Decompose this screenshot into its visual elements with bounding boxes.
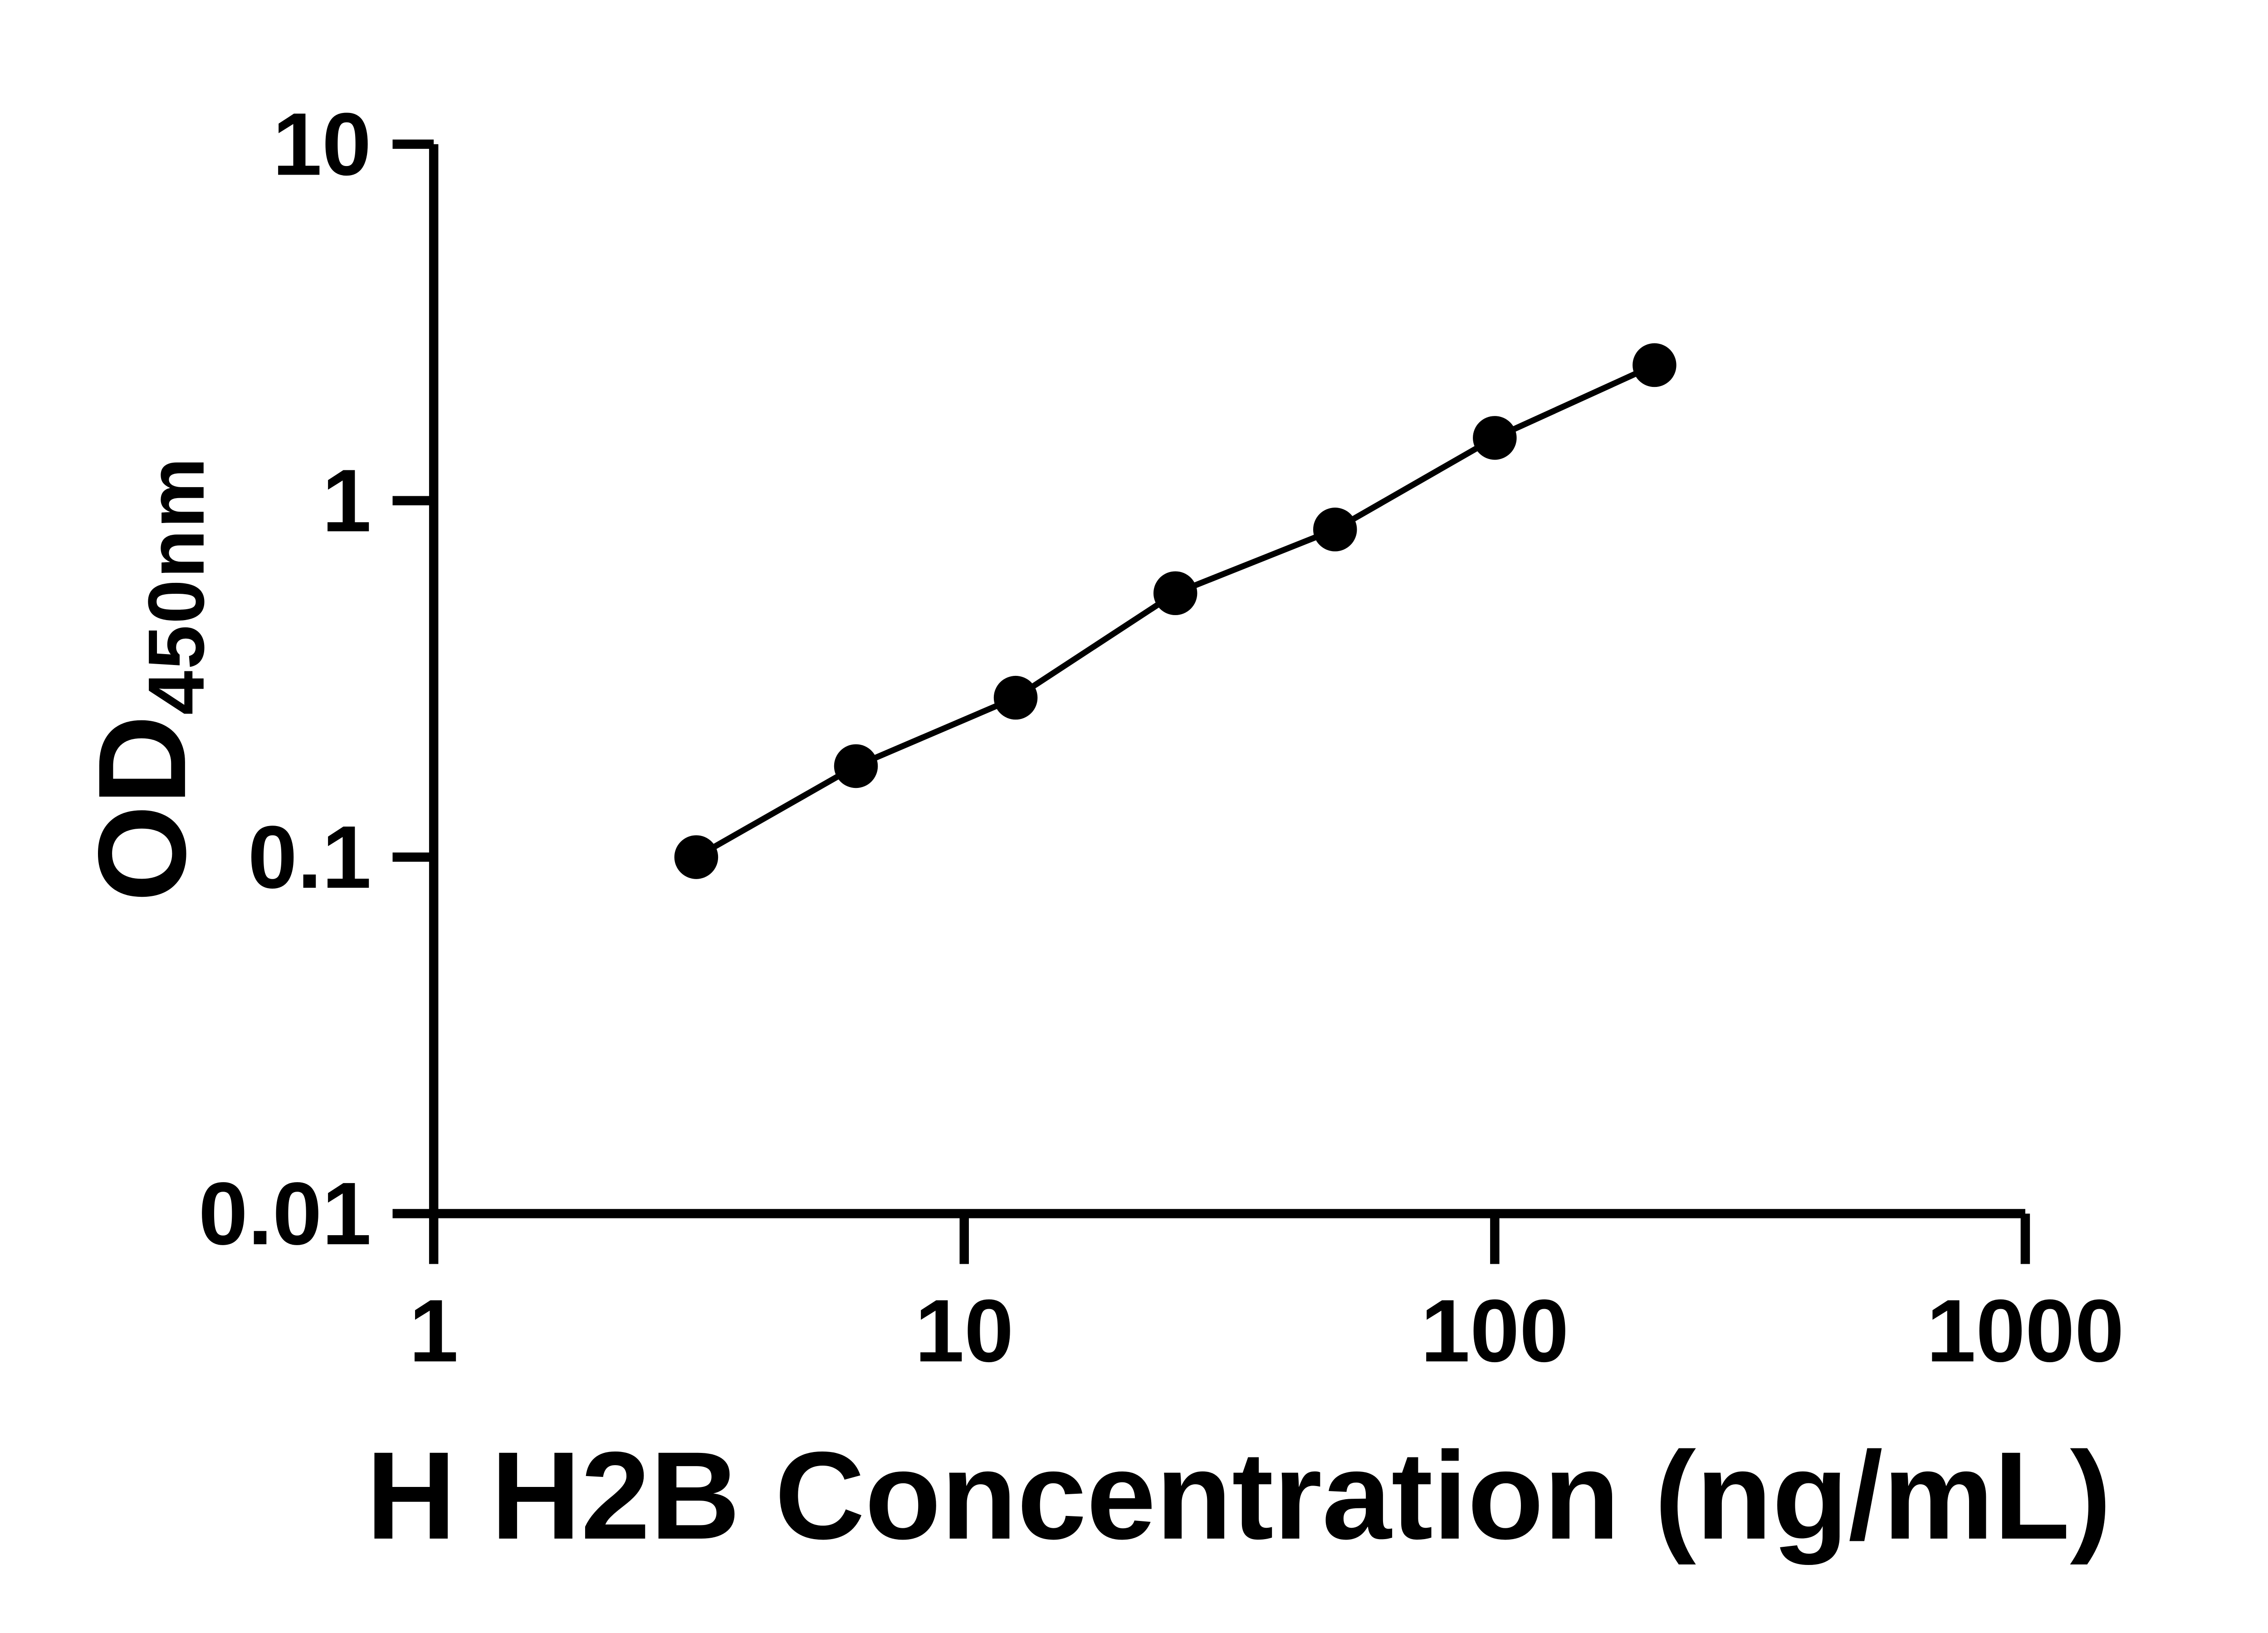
x-tick-label: 1 <box>409 1281 459 1380</box>
data-point-marker <box>1313 508 1357 552</box>
x-tick-label: 100 <box>1421 1281 1569 1380</box>
y-tick-label: 0.1 <box>248 807 371 907</box>
y-tick-label: 0.01 <box>198 1164 371 1263</box>
data-point-marker <box>674 835 719 879</box>
y-tick-label: 1 <box>322 451 371 550</box>
y-axis-title: OD450nm <box>72 456 220 902</box>
y-tick-label: 10 <box>273 94 371 194</box>
elisa-standard-curve-figure: 1 10 100 1000 10 1 0.1 0.01 OD450nm H H2B Conce… <box>72 94 2124 1565</box>
data-point-marker <box>993 675 1038 720</box>
data-point-marker <box>834 744 878 788</box>
data-point-marker <box>1153 571 1198 615</box>
y-axis-title-subscript: 450nm <box>132 456 221 715</box>
y-axis-title-main: OD <box>72 715 212 902</box>
x-tick-label: 1000 <box>1926 1281 2124 1380</box>
x-axis-title: H H2B Concentration (ng/mL) <box>366 1426 2112 1565</box>
data-point-marker <box>1473 416 1517 460</box>
plot-area: 1 10 100 1000 10 1 0.1 0.01 <box>198 94 2124 1380</box>
data-point-marker <box>1633 343 1677 387</box>
x-tick-label: 10 <box>915 1281 1014 1380</box>
